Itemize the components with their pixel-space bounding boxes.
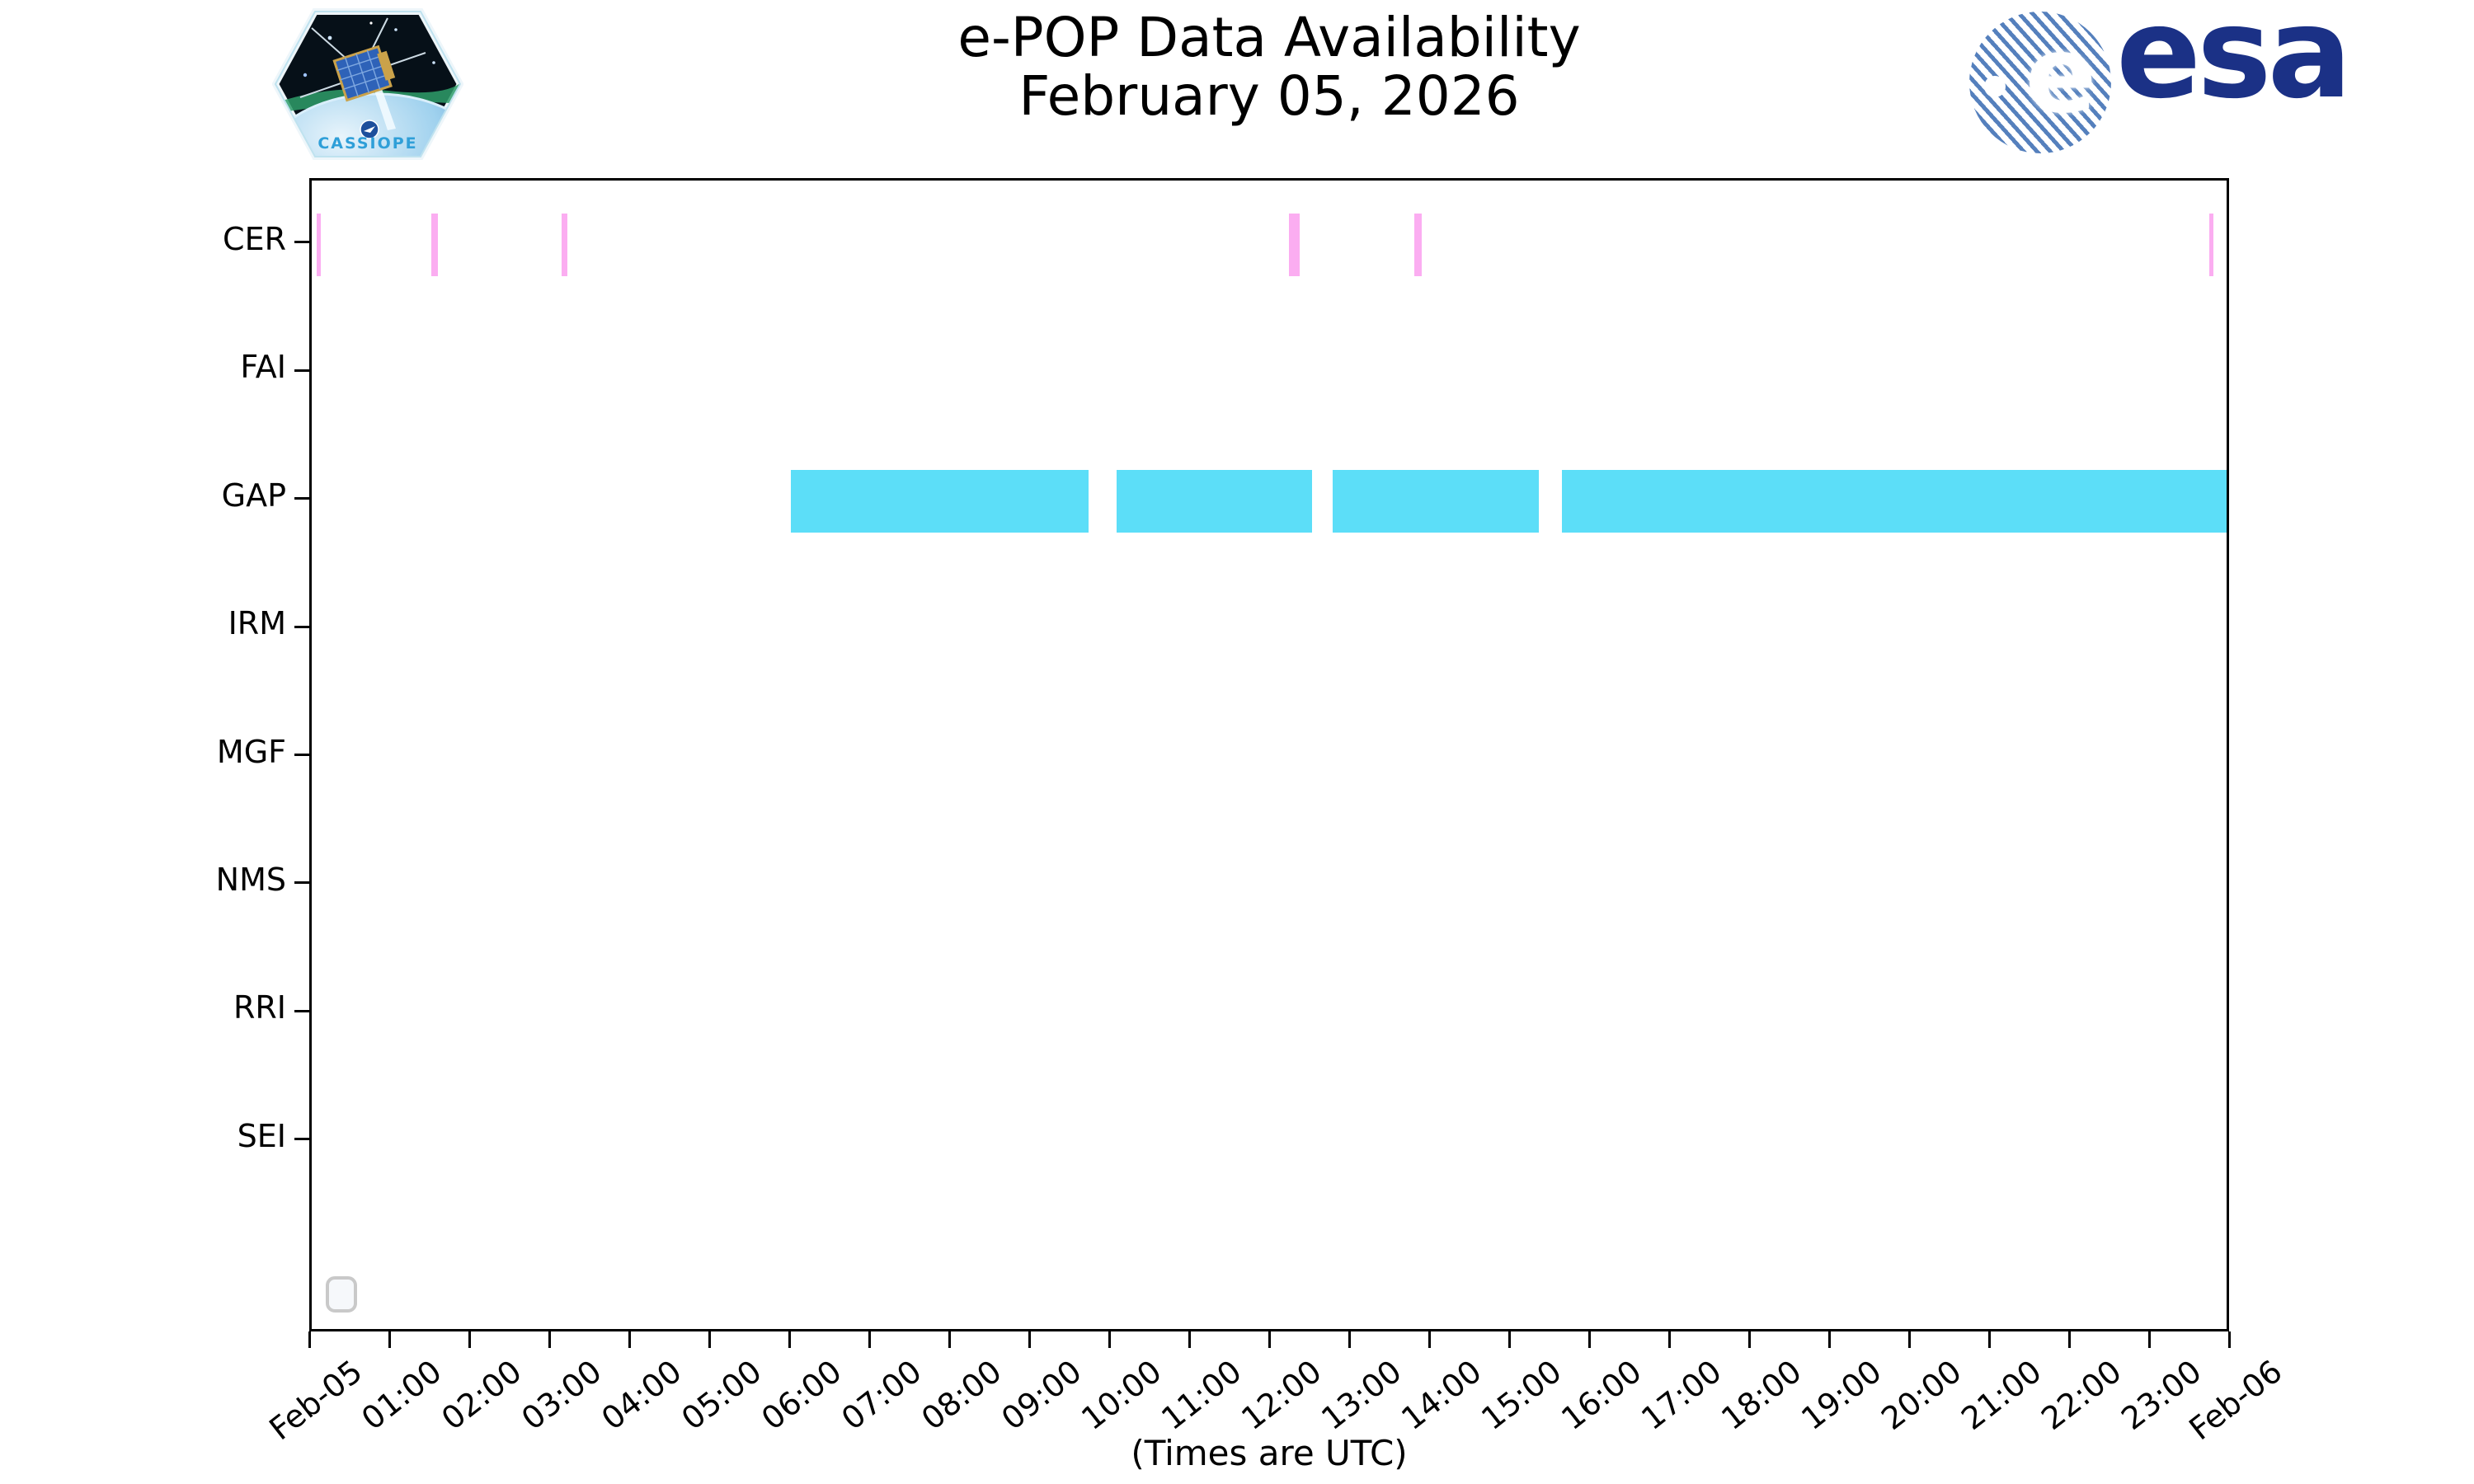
x-axis-label: 17:00 — [1634, 1353, 1729, 1438]
x-axis-label: 16:00 — [1554, 1353, 1649, 1438]
x-axis-tick — [1907, 1331, 1911, 1348]
y-axis-tick — [294, 754, 309, 756]
x-axis-tick — [1587, 1331, 1591, 1348]
esa-logo: e esa — [1969, 0, 2352, 158]
x-axis-tick — [2067, 1331, 2071, 1348]
y-axis-label-mgf: MGF — [216, 733, 286, 770]
cassiope-mission-patch: CASSIOPE — [271, 5, 464, 163]
y-axis-tick — [294, 497, 309, 500]
x-axis-tick — [1028, 1331, 1031, 1348]
x-axis-label: 11:00 — [1155, 1353, 1249, 1438]
x-axis-label: 04:00 — [595, 1353, 689, 1438]
x-axis-label: 10:00 — [1075, 1353, 1169, 1438]
esa-wordmark: esa — [2116, 0, 2352, 126]
x-axis-tick — [1827, 1331, 1831, 1348]
chart-subtitle: February 05, 2026 — [1018, 64, 1520, 129]
x-axis-tick — [1507, 1331, 1511, 1348]
cer-availability-bar — [1289, 213, 1300, 276]
x-axis-tick — [308, 1331, 311, 1348]
esa-globe-dot — [1984, 76, 2006, 97]
x-axis-tick — [708, 1331, 711, 1348]
y-axis-label-cer: CER — [223, 220, 286, 257]
y-axis-label-nms: NMS — [215, 861, 286, 898]
x-axis-tick — [1747, 1331, 1751, 1348]
x-axis-tick — [1667, 1331, 1671, 1348]
y-axis-tick — [294, 881, 309, 885]
x-axis-label: 20:00 — [1874, 1353, 1969, 1438]
x-axis-label: 01:00 — [355, 1353, 449, 1438]
plot-area — [309, 178, 2229, 1331]
x-axis-label: 05:00 — [675, 1353, 769, 1438]
y-axis-label-sei: SEI — [237, 1117, 286, 1154]
cer-availability-bar — [2209, 213, 2213, 276]
chart-title-block: e-POP Data Availability February 05, 202… — [309, 8, 2229, 126]
x-axis-caption: (Times are UTC) — [1131, 1433, 1408, 1473]
y-axis-tick — [294, 369, 309, 372]
x-axis-label: 18:00 — [1714, 1353, 1809, 1438]
x-axis-tick — [2147, 1331, 2151, 1348]
y-axis-label-irm: IRM — [228, 605, 286, 642]
x-axis-label: 03:00 — [515, 1353, 609, 1438]
x-axis-label: 19:00 — [1794, 1353, 1889, 1438]
x-axis-label: 21:00 — [1954, 1353, 2049, 1438]
y-axis-label-fai: FAI — [240, 349, 286, 386]
x-axis-label: 22:00 — [2034, 1353, 2129, 1438]
gap-availability-bar — [1333, 469, 1540, 533]
x-axis-tick — [1987, 1331, 1991, 1348]
x-axis-tick — [868, 1331, 871, 1348]
x-axis-tick — [1108, 1331, 1111, 1348]
x-axis-tick — [1268, 1331, 1271, 1348]
y-axis-label-gap: GAP — [221, 477, 286, 514]
x-axis-label: 15:00 — [1475, 1353, 1569, 1438]
cer-availability-bar — [431, 213, 439, 276]
y-axis-label-rri: RRI — [233, 989, 286, 1026]
y-axis-tick — [294, 1138, 309, 1141]
x-axis-label: 09:00 — [995, 1353, 1089, 1438]
plot-content — [312, 181, 2227, 1329]
x-axis-label: 07:00 — [835, 1353, 929, 1438]
x-axis-label: 13:00 — [1315, 1353, 1409, 1438]
satellite-icon — [332, 45, 396, 102]
chart-title: e-POP Data Availability — [957, 6, 1581, 69]
x-axis-tick — [628, 1331, 631, 1348]
x-axis-label: 14:00 — [1395, 1353, 1489, 1438]
esa-globe-icon: e — [1969, 12, 2111, 153]
cassiope-patch-label: CASSIOPE — [317, 134, 417, 153]
cassiope-patch-graphic: CASSIOPE — [271, 8, 464, 160]
x-axis-tick — [1348, 1331, 1351, 1348]
cer-availability-bar — [317, 213, 322, 276]
y-axis-tick — [294, 1009, 309, 1012]
x-axis-label: 02:00 — [435, 1353, 529, 1438]
x-axis-tick — [388, 1331, 391, 1348]
x-axis-tick — [1188, 1331, 1191, 1348]
x-axis-tick — [2227, 1331, 2231, 1348]
gap-availability-bar — [1116, 469, 1312, 533]
x-axis-tick — [1427, 1331, 1431, 1348]
cer-availability-bar — [562, 213, 567, 276]
x-axis-label: 12:00 — [1235, 1353, 1329, 1438]
x-axis-tick — [948, 1331, 951, 1348]
gap-availability-bar — [1561, 469, 2227, 533]
x-axis-label: 06:00 — [755, 1353, 849, 1438]
legend-box — [326, 1276, 357, 1313]
x-axis-label: 08:00 — [915, 1353, 1009, 1438]
y-axis-tick — [294, 241, 309, 244]
y-axis-tick — [294, 625, 309, 628]
esa-globe-letter: e — [2025, 14, 2097, 137]
x-axis-tick — [468, 1331, 471, 1348]
x-axis-tick — [788, 1331, 791, 1348]
x-axis-tick — [548, 1331, 551, 1348]
gap-availability-bar — [790, 469, 1089, 533]
cer-availability-bar — [1413, 213, 1423, 276]
